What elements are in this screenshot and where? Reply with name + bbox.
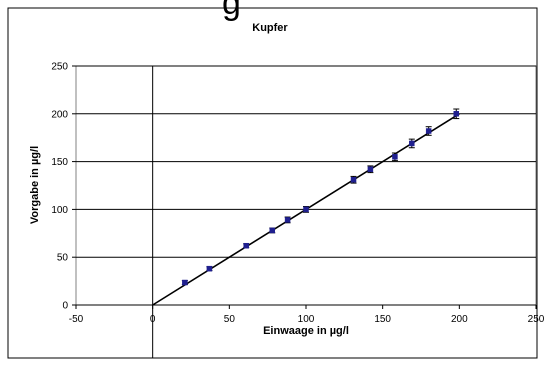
x-tick-label: 250 — [528, 314, 545, 325]
clipped-heading-fragment: g — [222, 0, 241, 22]
x-tick-label: 150 — [374, 314, 391, 325]
y-tick-label: 250 — [51, 62, 68, 73]
y-tick-labels: 0 50 100 150 200 250 — [51, 62, 68, 312]
x-tick-labels: -50 0 50 100 150 200 250 — [69, 314, 545, 325]
chart-title: Kupfer — [252, 22, 288, 34]
data-points — [181, 108, 460, 286]
x-tick-label: -50 — [69, 314, 84, 325]
data-point — [350, 177, 357, 183]
data-point — [425, 128, 432, 134]
data-point — [182, 279, 188, 286]
data-point — [284, 217, 291, 223]
data-point — [243, 242, 249, 249]
y-tick-label: 0 — [62, 301, 68, 312]
plot-area — [75, 65, 537, 306]
y-tick-label: 150 — [51, 157, 68, 168]
x-tick-label: 50 — [224, 314, 236, 325]
data-point — [409, 140, 415, 147]
y-axis-title: Vorgabe in µg/l — [29, 146, 41, 224]
y-tick-label: 50 — [57, 253, 69, 264]
data-point — [303, 206, 309, 213]
data-point — [453, 111, 460, 117]
y-tick-label: 100 — [51, 205, 68, 216]
x-axis-title: Einwaage in µg/l — [263, 325, 349, 337]
data-point — [367, 166, 374, 172]
data-point — [206, 265, 213, 272]
data-point — [392, 154, 398, 160]
x-tick-label: 0 — [150, 314, 156, 325]
x-tick-label: 100 — [298, 314, 315, 325]
x-tick-label: 200 — [451, 314, 468, 325]
y-tick-label: 200 — [51, 109, 68, 120]
data-point — [269, 227, 276, 234]
